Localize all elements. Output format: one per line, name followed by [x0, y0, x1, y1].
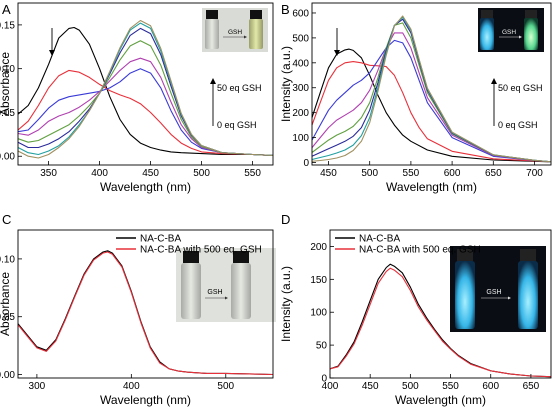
series-line-5: [311, 22, 552, 163]
series-line-1: [311, 48, 552, 163]
x-tick-label: 500: [193, 168, 210, 179]
y-tick-label: 0: [321, 374, 327, 385]
x-tick-label: 600: [444, 168, 461, 179]
vial-label-d: GSH: [486, 289, 501, 296]
vial-label-b: GSH: [502, 29, 516, 36]
chart-panel-c: 300 400 500 0.00 0.05 0.10 Wavelength (nm) Abso…: [0, 229, 274, 407]
chart-layer: 3504004505005500.000.050.100.15Wavelengt…: [0, 2, 552, 407]
series-line-3: [17, 68, 274, 156]
x-tick-label: 550: [442, 381, 459, 392]
annotation-top: 50 eq GSH: [498, 83, 543, 93]
x-tick-label: 300: [29, 381, 46, 392]
series-line-2: [17, 251, 274, 376]
chart-panel-b: 450 500 550 600 650 7000100200300400500600Wav…: [279, 2, 552, 194]
y-tick-label: 0.00: [0, 370, 15, 381]
chart-panel-a: 350 400 450 500 550 0.00 0.05 0.10 0.15 Wavelengt…: [0, 2, 274, 194]
arrow-up-head: [210, 78, 216, 84]
y-tick-label: 50: [316, 341, 328, 352]
x-tick-label: 450: [320, 168, 337, 179]
y-tick-label: 0.15: [0, 20, 15, 31]
series-line-8: [17, 19, 274, 159]
x-tick-label: 350: [40, 168, 57, 179]
legend-label-2: NA-C-BA with 500 eq. GSH: [140, 245, 262, 256]
plot-frame: [311, 2, 552, 166]
series-line-2: [329, 267, 552, 378]
x-tick-label: 650: [485, 168, 502, 179]
y-axis-title: Intensity (a.u.): [279, 266, 293, 342]
y-tick-label: 0.05: [0, 312, 15, 323]
panel-label-c: C: [2, 212, 11, 227]
x-tick-label: 500: [361, 168, 378, 179]
y-tick-label: 100: [310, 308, 327, 319]
legend-label-2: NA-C-BA with 500 eq. GSH: [359, 245, 481, 256]
series-line-5: [17, 40, 274, 156]
y-tick-label: 200: [310, 242, 327, 253]
y-axis-title: Intensity (a.u.): [279, 46, 293, 122]
vial-photo-b: GSH: [478, 8, 544, 52]
panel-label-d: D: [281, 212, 290, 227]
series-line-8: [311, 15, 552, 163]
x-tick-label: 550: [403, 168, 420, 179]
y-axis-title: Absorbance: [0, 272, 12, 336]
y-tick-label: 300: [292, 83, 309, 94]
y-tick-label: 150: [310, 275, 327, 286]
chart-panel-d: 400 450 500 550 600 650 0 50 100 150 200 Wavelength…: [279, 229, 552, 407]
series-line-3: [311, 39, 552, 163]
x-axis-title: Wavelength (nm): [395, 393, 486, 407]
x-axis-title: Wavelength (nm): [100, 180, 191, 194]
plot-frame: [17, 229, 274, 379]
y-tick-label: 500: [292, 33, 309, 44]
vial-label-a: GSH: [228, 29, 242, 36]
panel-label-a: A: [2, 2, 11, 17]
panel-label-b: B: [281, 2, 290, 17]
vial-label-c: GSH: [207, 289, 222, 296]
series-line-2: [311, 61, 552, 163]
x-axis-title: Wavelength (nm): [100, 393, 191, 407]
y-tick-label: 100: [292, 133, 309, 144]
x-tick-label: 450: [142, 168, 159, 179]
annotation-bottom: 0 eq GSH: [498, 120, 538, 130]
vial-photo-a: GSH: [202, 8, 268, 52]
legend-label-1: NA-C-BA: [140, 234, 181, 245]
y-tick-label: 0: [303, 158, 309, 169]
y-tick-label: 200: [292, 108, 309, 119]
arrow-down-head: [334, 50, 340, 56]
x-tick-label: 550: [244, 168, 261, 179]
y-tick-label: 0.10: [0, 64, 15, 75]
x-tick-label: 400: [91, 168, 108, 179]
y-tick-label: 0.00: [0, 152, 15, 163]
x-tick-label: 650: [523, 381, 540, 392]
annotation-bottom: 0 eq GSH: [217, 120, 257, 130]
y-tick-label: 0.05: [0, 108, 15, 119]
arrow-up-head: [491, 78, 497, 84]
x-tick-label: 700: [526, 168, 543, 179]
y-tick-label: 0.10: [0, 254, 15, 265]
series-line-4: [17, 57, 274, 156]
x-tick-label: 450: [362, 381, 379, 392]
x-axis-title: Wavelength (nm): [386, 180, 477, 194]
x-tick-label: 500: [402, 381, 419, 392]
vial-photo-c: GSH: [176, 248, 276, 322]
x-tick-label: 400: [123, 381, 140, 392]
annotation-top: 50 eq GSH: [217, 83, 262, 93]
y-tick-label: 600: [292, 8, 309, 19]
y-axis-title: Absorbance: [0, 52, 12, 116]
plot-frame: [329, 229, 552, 379]
legend-label-1: NA-C-BA: [359, 234, 400, 245]
y-tick-label: 400: [292, 58, 309, 69]
x-tick-label: 600: [482, 381, 499, 392]
series-line-2: [17, 69, 274, 156]
x-tick-label: 500: [217, 381, 234, 392]
vial-photo-d: GSH: [450, 246, 546, 332]
x-tick-label: 400: [322, 381, 339, 392]
arrow-down-head: [49, 50, 55, 56]
plot-frame: [17, 2, 274, 166]
